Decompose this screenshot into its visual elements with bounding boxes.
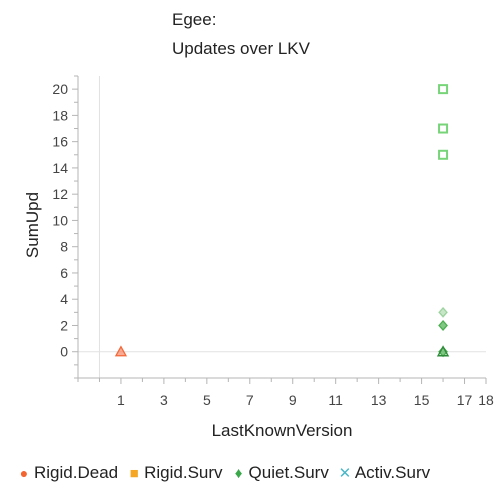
- legend-marker-icon: ■: [129, 464, 139, 482]
- y-tick-label: 6: [60, 265, 68, 281]
- x-tick-label: 1: [117, 392, 125, 408]
- point-overlay-triangle: [436, 345, 450, 357]
- point-rigid-surv: [438, 123, 449, 134]
- y-tick-label: 10: [52, 212, 68, 228]
- point-rigid-surv: [438, 149, 449, 160]
- point-rigid-surv: [438, 84, 449, 95]
- x-tick-label: 11: [328, 392, 343, 408]
- y-tick-label: 2: [60, 317, 68, 333]
- legend-label: Activ.Surv: [354, 463, 431, 482]
- legend-item-quiet-surv[interactable]: ♦ Quiet.Surv: [233, 463, 329, 483]
- legend-marker-icon: ●: [19, 465, 29, 481]
- legend-marker-icon: ✕: [338, 465, 352, 482]
- y-tick-label: 8: [60, 239, 68, 255]
- x-tick-label: 15: [414, 392, 430, 408]
- y-tick-label: 16: [52, 134, 68, 150]
- legend-item-activ-surv[interactable]: ✕ Activ.Surv: [338, 463, 431, 483]
- x-tick-label: 18: [478, 392, 494, 408]
- point-rigid-dead: [114, 345, 128, 357]
- y-tick-label: 0: [60, 344, 68, 360]
- data-marks: [114, 84, 450, 358]
- legend-label: Rigid.Dead: [34, 463, 119, 482]
- y-tick-label: 12: [52, 186, 68, 202]
- point-quiet-surv: [438, 306, 448, 318]
- x-tick-label: 17: [457, 392, 473, 408]
- legend-label: Quiet.Surv: [248, 463, 329, 482]
- x-tick-label: 9: [289, 392, 297, 408]
- chart-subtitle: Updates over LKV: [172, 39, 310, 58]
- x-tick-label: 13: [371, 392, 387, 408]
- x-tick-label: 5: [203, 392, 211, 408]
- point-quiet-surv: [438, 319, 448, 331]
- y-axis-title: SumUpd: [23, 192, 42, 258]
- y-tick-label: 14: [52, 160, 68, 176]
- x-tick-label: 7: [246, 392, 254, 408]
- chart-title: Egee:: [172, 10, 217, 29]
- legend-item-rigid-surv[interactable]: ■ Rigid.Surv: [128, 463, 223, 483]
- y-tick-label: 20: [52, 81, 68, 97]
- legend-marker-icon: ♦: [234, 464, 243, 482]
- x-axis-title: LastKnownVersion: [212, 421, 353, 440]
- legend-item-rigid-dead[interactable]: ● Rigid.Dead: [18, 463, 118, 483]
- legend-label: Rigid.Surv: [144, 463, 223, 482]
- x-tick-label: 3: [160, 392, 168, 408]
- legend: ● Rigid.Dead ■ Rigid.Surv ♦ Quiet.Surv ✕ Activ.…: [18, 463, 430, 483]
- y-tick-label: 18: [52, 107, 68, 123]
- y-tick-label: 4: [60, 291, 68, 307]
